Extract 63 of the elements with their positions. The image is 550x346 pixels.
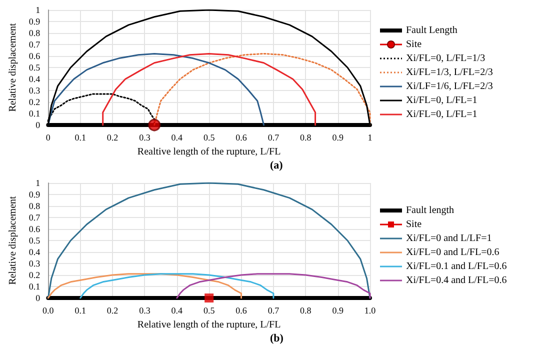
y-tick-label: 0.8 bbox=[28, 201, 41, 211]
y-axis-title: Relative displacement bbox=[8, 22, 18, 112]
x-tick-label: 0.8 bbox=[300, 306, 312, 316]
x-tick-label: 0.5 bbox=[203, 132, 216, 142]
y-tick-label: 0 bbox=[36, 120, 41, 130]
y-tick-label: 0.5 bbox=[28, 62, 41, 72]
x-tick-label: 0.9 bbox=[332, 132, 344, 142]
x-axis-title: Realtive length of the rupture, L/FL bbox=[137, 146, 281, 158]
text: (b) bbox=[270, 332, 284, 344]
legend-label: Xi/FL=0 and L/FL=0.6 bbox=[406, 247, 500, 258]
y-axis-title: Relative displacement bbox=[8, 196, 18, 285]
x-tick-label: 0.1 bbox=[74, 132, 86, 142]
y-tick-label: 0.5 bbox=[28, 236, 41, 246]
y-tick-label: 0.3 bbox=[28, 86, 41, 96]
x-tick-label: 0.3 bbox=[139, 306, 151, 316]
y-tick-label: 0.1 bbox=[28, 282, 40, 292]
y-tick-label: 0.4 bbox=[28, 247, 41, 257]
y-tick-label: 0.6 bbox=[28, 224, 41, 234]
x-tick-label: 1 bbox=[368, 132, 372, 142]
x-tick-label: 0.1 bbox=[74, 306, 86, 316]
legend-label: Site bbox=[406, 39, 422, 50]
x-tick-label: 0.4 bbox=[171, 132, 184, 142]
x-tick-label: 0.7 bbox=[268, 132, 280, 142]
x-tick-label: 0.8 bbox=[300, 132, 312, 142]
y-tick-label: 0 bbox=[36, 293, 41, 303]
x-tick-label: 0.9 bbox=[332, 306, 344, 316]
y-tick-label: 0.2 bbox=[28, 270, 40, 280]
x-tick-label: 0 bbox=[46, 132, 51, 142]
y-tick-label: 0.7 bbox=[28, 212, 41, 222]
x-tick-label: 0.7 bbox=[268, 306, 280, 316]
legend-label: Xi/FL=0.1 and L/FL=0.6 bbox=[406, 261, 507, 272]
x-axis-title: Relative length of the rupture, L/FL bbox=[137, 319, 281, 330]
legend-label: Xi/FL=0.4 and L/FL=0.6 bbox=[406, 275, 507, 286]
text: (a) bbox=[270, 160, 284, 172]
y-tick-label: 1 bbox=[36, 178, 40, 188]
legend-label: Fault Length bbox=[406, 25, 458, 36]
x-tick-label: 0.2 bbox=[106, 306, 118, 316]
y-tick-label: 0.8 bbox=[28, 28, 41, 38]
y-tick-label: 0.7 bbox=[28, 40, 41, 50]
y-tick-label: 0.3 bbox=[28, 258, 41, 268]
legend-label: Xi/FL=0 and L/LF=1 bbox=[406, 233, 492, 244]
legend-label: Site bbox=[406, 219, 422, 230]
x-tick-label: 0.6 bbox=[236, 306, 248, 316]
y-tick-label: 0.1 bbox=[28, 108, 40, 118]
x-tick-label: 0.3 bbox=[139, 132, 151, 142]
legend-label: Xi/FL=0, L/FL=1/3 bbox=[406, 53, 486, 64]
legend-label: Xi/FL=1/3, L/FL=2/3 bbox=[406, 67, 493, 78]
y-tick-label: 0.4 bbox=[28, 74, 41, 84]
x-tick-label: 0.0 bbox=[42, 306, 54, 316]
y-tick-label: 1 bbox=[36, 5, 40, 15]
x-tick-label: 1.0 bbox=[364, 306, 376, 316]
y-tick-label: 0.9 bbox=[28, 16, 41, 26]
legend-label: Xi/FL=0, L/FL=1 bbox=[406, 109, 478, 120]
y-tick-label: 0.2 bbox=[28, 97, 40, 107]
y-tick-label: 0.6 bbox=[28, 51, 41, 61]
legend-label: Fault length bbox=[406, 205, 454, 216]
x-tick-label: 0.5 bbox=[203, 306, 216, 316]
legend-label: Xi/FL=0, L/FL=1 bbox=[406, 95, 478, 106]
x-tick-label: 0.4 bbox=[171, 306, 184, 316]
y-tick-label: 0.9 bbox=[28, 190, 41, 200]
x-tick-label: 0.2 bbox=[106, 132, 118, 142]
x-tick-label: 0.6 bbox=[236, 132, 248, 142]
legend-label: Xi/LF=1/6, L/FL=2/3 bbox=[406, 81, 493, 92]
